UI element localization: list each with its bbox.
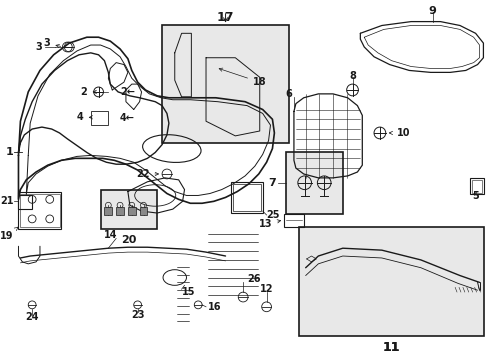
- Bar: [104, 207, 112, 215]
- Text: 23: 23: [131, 310, 144, 320]
- Text: 2: 2: [80, 87, 96, 97]
- Text: 26: 26: [246, 274, 260, 284]
- Text: 20: 20: [121, 235, 136, 246]
- Text: 10: 10: [388, 128, 409, 138]
- Text: 11: 11: [382, 341, 400, 354]
- Text: 18: 18: [219, 68, 266, 87]
- Text: 9: 9: [428, 6, 436, 16]
- Text: 12: 12: [259, 284, 273, 294]
- Text: 3: 3: [35, 42, 42, 52]
- Text: 2←: 2←: [120, 87, 135, 97]
- Text: 6: 6: [285, 89, 291, 99]
- Bar: [91, 112, 108, 125]
- Bar: [469, 178, 484, 194]
- Bar: [128, 207, 135, 215]
- Bar: [285, 153, 342, 214]
- Text: 13: 13: [259, 219, 280, 229]
- Bar: [284, 214, 303, 227]
- Bar: [233, 184, 260, 211]
- Text: 1: 1: [6, 148, 14, 157]
- Bar: [101, 190, 157, 229]
- Text: 5: 5: [471, 192, 478, 202]
- Text: 4←: 4←: [120, 113, 135, 123]
- Bar: [20, 194, 60, 227]
- Text: 17: 17: [216, 11, 234, 24]
- Text: 22: 22: [136, 169, 158, 179]
- Bar: [19, 192, 61, 229]
- Text: 15: 15: [181, 287, 195, 297]
- Bar: [231, 182, 262, 213]
- Text: 7: 7: [268, 178, 276, 188]
- Text: 21: 21: [0, 196, 14, 206]
- Bar: [19, 195, 32, 209]
- Text: 8: 8: [348, 71, 355, 81]
- Bar: [471, 180, 482, 193]
- Text: 3: 3: [43, 38, 61, 48]
- Text: 4: 4: [76, 112, 92, 122]
- Bar: [162, 26, 288, 143]
- Bar: [139, 207, 147, 215]
- Bar: [116, 207, 124, 215]
- Text: 16: 16: [207, 302, 221, 312]
- Text: 11: 11: [382, 341, 400, 354]
- Text: 24: 24: [25, 311, 39, 321]
- Text: 25: 25: [266, 210, 280, 220]
- Text: 14: 14: [103, 230, 117, 239]
- Text: 19: 19: [0, 227, 18, 242]
- Bar: [298, 227, 484, 336]
